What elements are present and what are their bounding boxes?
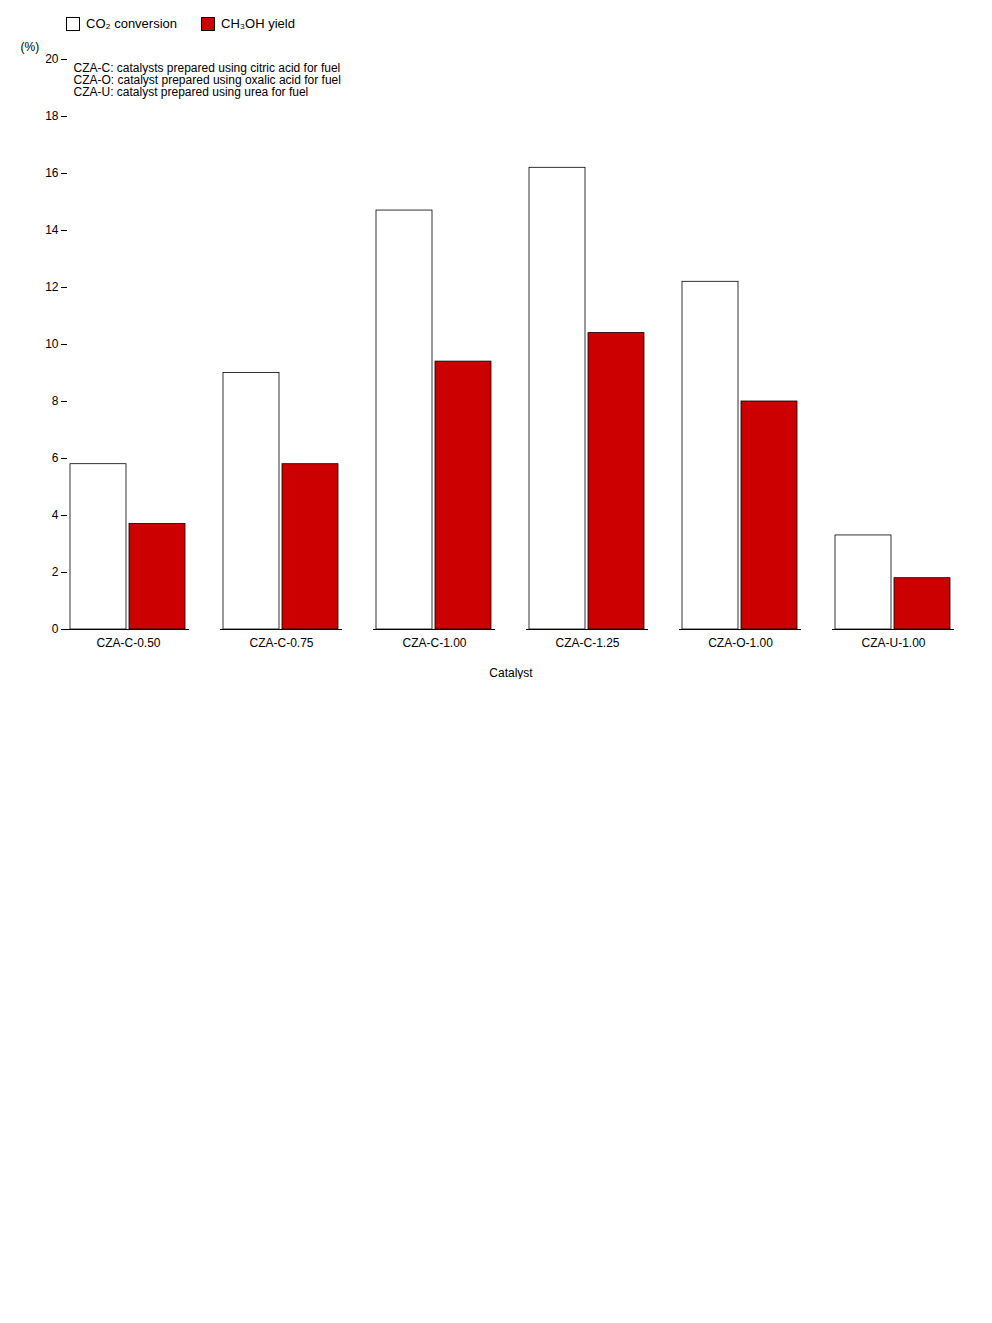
html-text:CH₃OH yield: CH₃OH yield	[221, 16, 295, 31]
svg-text:6: 6	[52, 451, 59, 465]
svg-text:8: 8	[52, 394, 59, 408]
svg-text:12: 12	[45, 280, 59, 294]
svg-text:4: 4	[52, 508, 59, 522]
svg-text:CZA-C-0.50: CZA-C-0.50	[96, 636, 160, 650]
svg-text:CZA-C: catalysts prepared usin: CZA-C: catalysts prepared using citric a…	[74, 61, 341, 99]
svg-text:CZA-U-1.00: CZA-U-1.00	[861, 636, 925, 650]
svg-text:(%): (%)	[21, 40, 40, 54]
svg-text:18: 18	[45, 109, 59, 123]
svg-text:CZA-C-1.25: CZA-C-1.25	[555, 636, 619, 650]
svg-text:20: 20	[45, 52, 59, 66]
svg-text:CZA-C-0.75: CZA-C-0.75	[249, 636, 313, 650]
svg-text:16: 16	[45, 166, 59, 180]
svg-text:14: 14	[45, 223, 59, 237]
html-text:CO₂ conversion: CO₂ conversion	[86, 16, 177, 31]
svg-text:CZA-C-1.00: CZA-C-1.00	[402, 636, 466, 650]
svg-text:0: 0	[52, 622, 59, 636]
svg-text:2: 2	[52, 565, 59, 579]
svg-text:10: 10	[45, 337, 59, 351]
svg-text:Catalyst: Catalyst	[489, 666, 533, 680]
svg-text:CZA-O-1.00: CZA-O-1.00	[708, 636, 773, 650]
